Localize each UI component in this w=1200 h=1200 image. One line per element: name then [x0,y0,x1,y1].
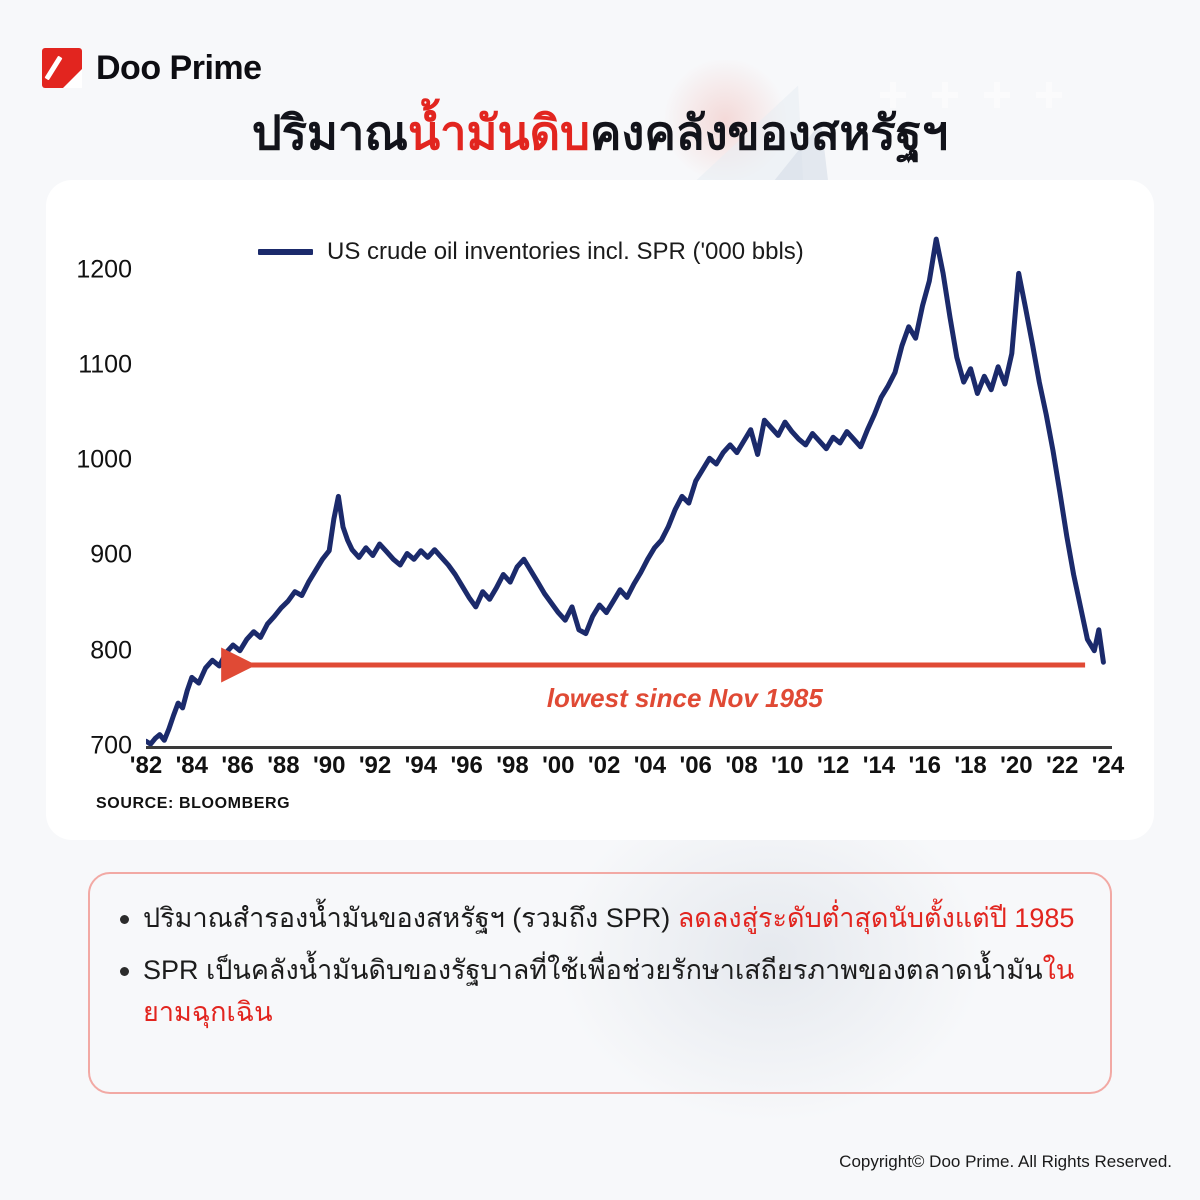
note-red-2: ในยามฉุกเฉิน [143,954,1075,1027]
footer-copyright: Copyright© Doo Prime. All Rights Reserve… [839,1152,1172,1171]
x-axis-tick-label: '02 [587,752,621,779]
x-axis-tick-label: '86 [221,752,254,779]
x-axis-line [146,746,1112,749]
doo-prime-logo-icon [42,48,82,88]
note-plain-2: SPR เป็นคลังน้ำมันดิบของรัฐบาลที่ใช้เพื่… [143,954,1043,985]
note-red-1: ลดลงสู่ระดับต่ำสุดนับตั้งแต่ปี 1985 [677,903,1075,933]
chart-plot-area: lowest since Nov 1985 [143,222,1108,747]
list-item: ปริมาณสำรองน้ำมันของสหรัฐฯ (รวมถึง SPR) … [120,898,1080,940]
x-axis-tick-label: '24 [1091,752,1125,779]
x-axis-tick-label: '12 [816,752,850,779]
annotation-label: lowest since Nov 1985 [546,683,823,714]
title-highlight: น้ำมันดิบ [407,106,590,159]
x-axis-tick-label: '88 [267,752,300,779]
note-text: ปริมาณสำรองน้ำมันของสหรัฐฯ (รวมถึง SPR) … [143,898,1074,940]
legend-swatch-icon [258,249,313,255]
x-axis-tick-label: '22 [1045,752,1079,779]
x-axis-tick-label: '94 [404,752,438,779]
brand-name: Doo Prime [96,48,262,87]
x-axis-tick-label: '84 [175,752,208,779]
title-part-2: คงคลังของสหรัฐฯ [589,106,949,159]
y-axis-labels: 700 800 900 1000 1100 1200 [46,222,132,759]
x-axis-tick-label: '20 [1000,752,1033,779]
y-axis-tick-label: 900 [90,540,132,569]
x-axis-tick-label: '04 [633,752,667,779]
x-axis-tick-label: '06 [679,752,712,779]
series-line [143,236,1106,747]
bullet-icon [120,966,129,976]
x-axis-tick-label: '98 [496,752,529,779]
x-axis-labels: '82 '84 '86 '88 '90 '92 '94 '96 '98 '00 '02 '04 '06 '… [130,752,1146,788]
logo-slash-icon [44,55,63,81]
brand-logo: Doo Prime [42,48,262,88]
x-axis-tick-label: '10 [771,752,804,779]
y-axis-tick-label: 1000 [76,445,132,474]
chart-source: SOURCE: BLOOMBERG [96,795,291,812]
x-axis-tick-label: '90 [313,752,346,779]
y-axis-tick-label: 700 [90,731,132,760]
y-axis-tick-label: 1200 [76,255,132,284]
y-axis-tick-label: 1100 [78,350,132,379]
chart-legend: US crude oil inventories incl. SPR ('000… [258,238,804,266]
x-axis-tick-label: '92 [358,752,392,779]
x-axis-tick-label: '08 [725,752,758,779]
title-part-1: ปริมาณ [251,106,408,159]
y-axis-tick-label: 800 [90,636,132,665]
bullet-icon [120,915,129,924]
x-axis-tick-label: '00 [542,752,575,779]
x-axis-tick-label: '16 [908,752,941,779]
x-axis-tick-label: '96 [450,752,483,779]
list-item: SPR เป็นคลังน้ำมันดิบของรัฐบาลที่ใช้เพื่… [120,950,1080,1034]
x-axis-tick-label: '82 [129,752,163,779]
chart-card: US crude oil inventories incl. SPR ('000… [46,180,1154,840]
series-path [143,236,1106,747]
notes-box: ปริมาณสำรองน้ำมันของสหรัฐฯ (รวมถึง SPR) … [88,872,1112,1094]
page-title: ปริมาณน้ำมันดิบคงคลังของสหรัฐฯ [0,104,1200,163]
legend-label: US crude oil inventories incl. SPR ('000… [327,238,804,265]
note-text: SPR เป็นคลังน้ำมันดิบของรัฐบาลที่ใช้เพื่… [143,950,1080,1034]
x-axis-tick-label: '14 [862,752,896,779]
note-plain-1: ปริมาณสำรองน้ำมันของสหรัฐฯ (รวมถึง SPR) [143,903,678,933]
x-axis-tick-label: '18 [954,752,987,779]
